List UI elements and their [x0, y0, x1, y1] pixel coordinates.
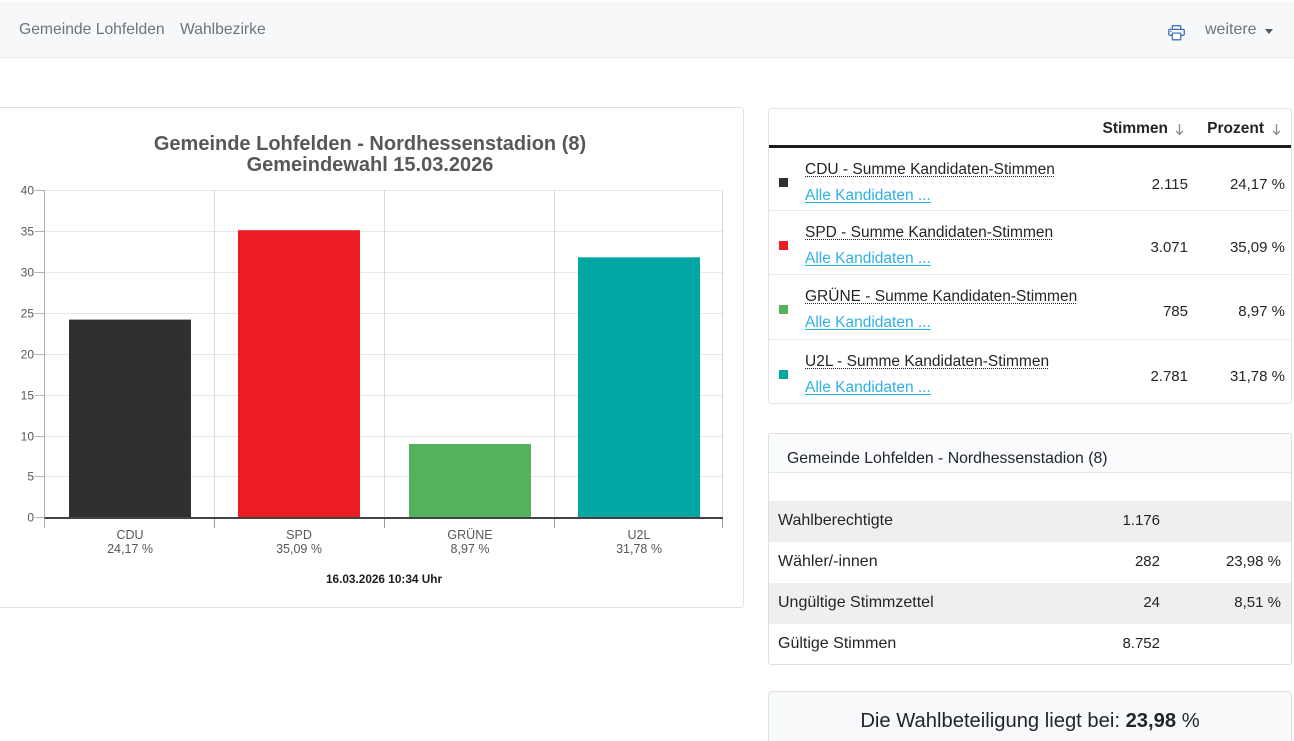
- svg-text:Gemeinde Lohfelden - Nordhesse: Gemeinde Lohfelden - Nordhessenstadion (…: [154, 133, 586, 155]
- svg-text:0: 0: [27, 511, 34, 525]
- svg-text:35: 35: [21, 225, 35, 239]
- svg-text:5: 5: [27, 470, 34, 484]
- svg-text:15: 15: [21, 389, 35, 403]
- svg-text:U2L: U2L: [628, 528, 651, 542]
- svg-text:35,09 %: 35,09 %: [276, 542, 322, 556]
- svg-text:20: 20: [21, 348, 35, 362]
- svg-text:8,97 %: 8,97 %: [451, 542, 490, 556]
- svg-text:30: 30: [21, 266, 35, 280]
- svg-text:25: 25: [21, 307, 35, 321]
- svg-text:GRÜNE: GRÜNE: [447, 528, 492, 542]
- svg-text:CDU: CDU: [116, 528, 143, 542]
- svg-text:Gemeindewahl 15.03.2026: Gemeindewahl 15.03.2026: [247, 154, 494, 176]
- svg-text:16.03.2026 10:34 Uhr: 16.03.2026 10:34 Uhr: [326, 572, 442, 586]
- svg-text:24,17 %: 24,17 %: [107, 542, 153, 556]
- svg-text:31,78 %: 31,78 %: [616, 542, 662, 556]
- svg-text:10: 10: [21, 430, 35, 444]
- svg-text:40: 40: [21, 184, 35, 198]
- svg-text:SPD: SPD: [286, 528, 312, 542]
